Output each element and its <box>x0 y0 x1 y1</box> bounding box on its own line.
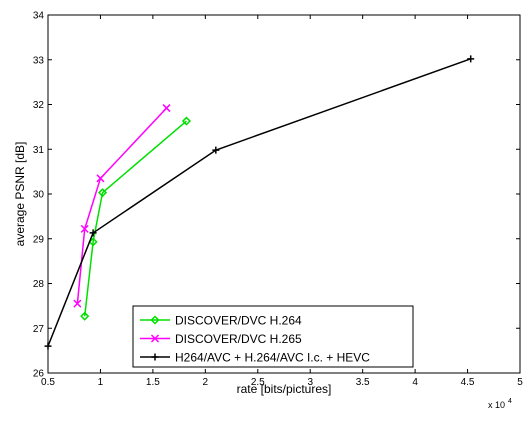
x-tick-label: 4 <box>412 377 418 388</box>
x-tick-label: 1.5 <box>146 377 160 388</box>
x-tick-label: 2.5 <box>251 377 265 388</box>
x-multiplier-label: x 10 <box>488 400 505 410</box>
y-tick-label: 31 <box>33 145 45 156</box>
data-point-series-1 <box>181 116 192 126</box>
data-point-series-2 <box>80 224 89 233</box>
legend-entries: DISCOVER/DVC H.264 DISCOVER/DVC H.265 H264… <box>140 314 370 365</box>
data-point-series-3 <box>44 342 52 350</box>
x-tick-label: 3.5 <box>356 377 370 388</box>
legend-marker-2 <box>150 334 160 343</box>
y-tick-label: 26 <box>33 369 45 380</box>
series-line-1 <box>83 120 187 317</box>
data-point-series-3 <box>467 55 475 63</box>
x-multiplier-exponent: 4 <box>508 398 512 405</box>
data-point-series-3 <box>212 146 220 154</box>
y-tick-label: 32 <box>33 100 45 111</box>
y-tick-label: 30 <box>33 190 45 201</box>
series-line-3 <box>47 58 471 347</box>
legend-label-2: DISCOVER/DVC H.265 <box>175 332 302 346</box>
x-tick-label: 0.5 <box>41 377 55 388</box>
x-axis-title: rate [bits/pictures] <box>237 382 332 396</box>
x-tick-label: 5 <box>517 377 523 388</box>
legend: DISCOVER/DVC H.264 DISCOVER/DVC H.265 H264… <box>132 305 414 368</box>
series-layer <box>44 55 475 350</box>
legend-marker-3 <box>151 353 159 361</box>
data-point-series-2 <box>162 104 171 113</box>
y-tick-label: 29 <box>33 234 45 245</box>
x-tick-label: 3 <box>307 377 313 388</box>
y-tick-label: 28 <box>33 279 45 290</box>
data-point-series-3 <box>89 229 97 237</box>
x-tick-label: 4.5 <box>461 377 475 388</box>
data-point-series-2 <box>96 174 105 183</box>
legend-label-1: DISCOVER/DVC H.264 <box>175 314 302 328</box>
y-tick-label: 27 <box>33 324 45 335</box>
legend-label-3: H264/AVC + H.264/AVC I.c. + HEVC <box>175 351 370 365</box>
series-line-2 <box>76 107 168 304</box>
data-point-series-2 <box>73 299 82 308</box>
y-axis-title: average PSNR [dB] <box>13 142 27 247</box>
y-tick-label: 34 <box>33 11 45 22</box>
legend-box <box>132 305 414 368</box>
y-tick-label: 33 <box>33 55 45 66</box>
legend-marker-1 <box>150 315 160 325</box>
axis-ticks: 0.5 1 1.5 2 2.5 3 3.5 4 4.5 5 26 27 28 29 30 31 32 33 34 <box>33 11 523 389</box>
data-point-series-1 <box>80 311 90 321</box>
data-point-series-1 <box>97 188 108 198</box>
x-tick-label: 2 <box>203 377 209 388</box>
x-tick-label: 1 <box>98 377 104 388</box>
